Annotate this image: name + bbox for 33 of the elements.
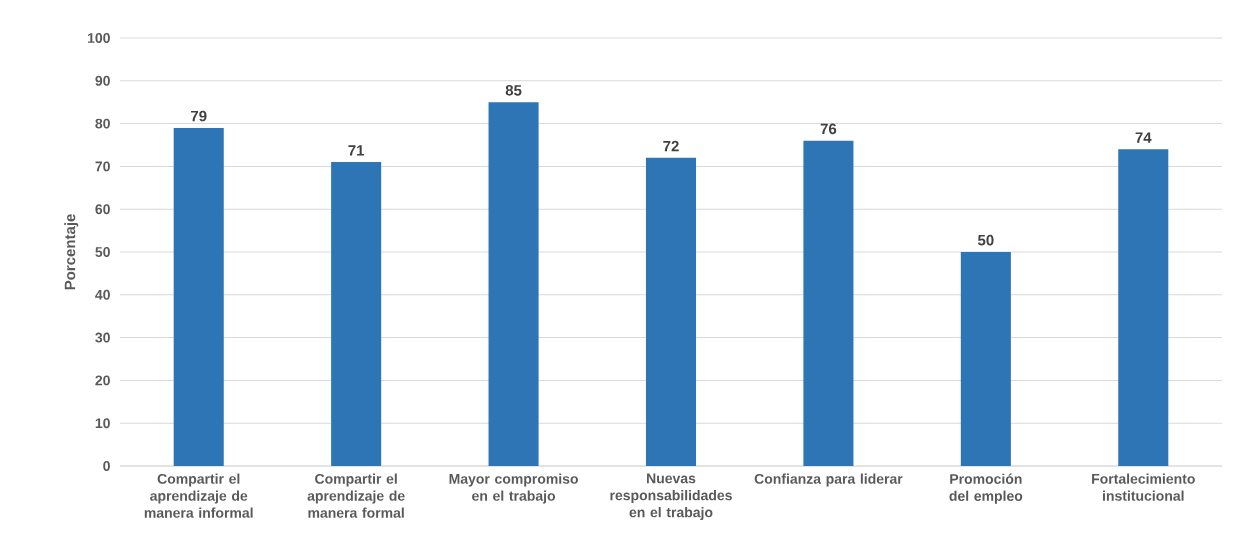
y-tick-label: 10 [95,418,110,429]
data-label: 72 [663,140,679,152]
y-axis-title: Porcentaje [64,214,79,290]
bar [173,127,224,466]
x-tick-label: Fortalecimiento institucional [1092,473,1195,501]
y-tick-label: 100 [87,33,110,43]
data-label: 76 [820,123,837,135]
y-tick-label: 60 [95,204,110,215]
data-label: 74 [1135,132,1152,143]
x-tick-label: Confianza para liderar [754,473,903,487]
data-label: 71 [348,145,365,156]
data-label: 85 [505,85,522,96]
y-tick-label: 40 [95,289,110,300]
bar [331,162,382,466]
y-tick-label: 70 [95,161,110,172]
bar [645,157,697,466]
data-label: 79 [191,110,207,122]
x-tick-label: Promoción del empleo [949,473,1023,504]
x-tick-label: Mayor compromiso en el trabajo [449,473,578,504]
x-tick-label: Compartir el aprendizaje de manera informal [144,473,253,518]
y-tick-label: 0 [103,461,110,471]
bar [960,252,1011,466]
x-tick-label: Compartir el aprendizaje de manera formal [307,473,405,518]
x-tick-label: Nuevas responsabilidades en el trabajo [610,473,732,521]
y-tick-label: 30 [95,332,110,343]
y-tick-label: 50 [95,247,110,257]
y-tick-label: 80 [95,118,110,129]
y-tick-label: 20 [95,375,110,386]
bar [1118,149,1169,466]
data-label: 50 [977,234,994,246]
bar [803,140,854,466]
y-tick-label: 90 [95,75,110,86]
bar [488,102,539,466]
